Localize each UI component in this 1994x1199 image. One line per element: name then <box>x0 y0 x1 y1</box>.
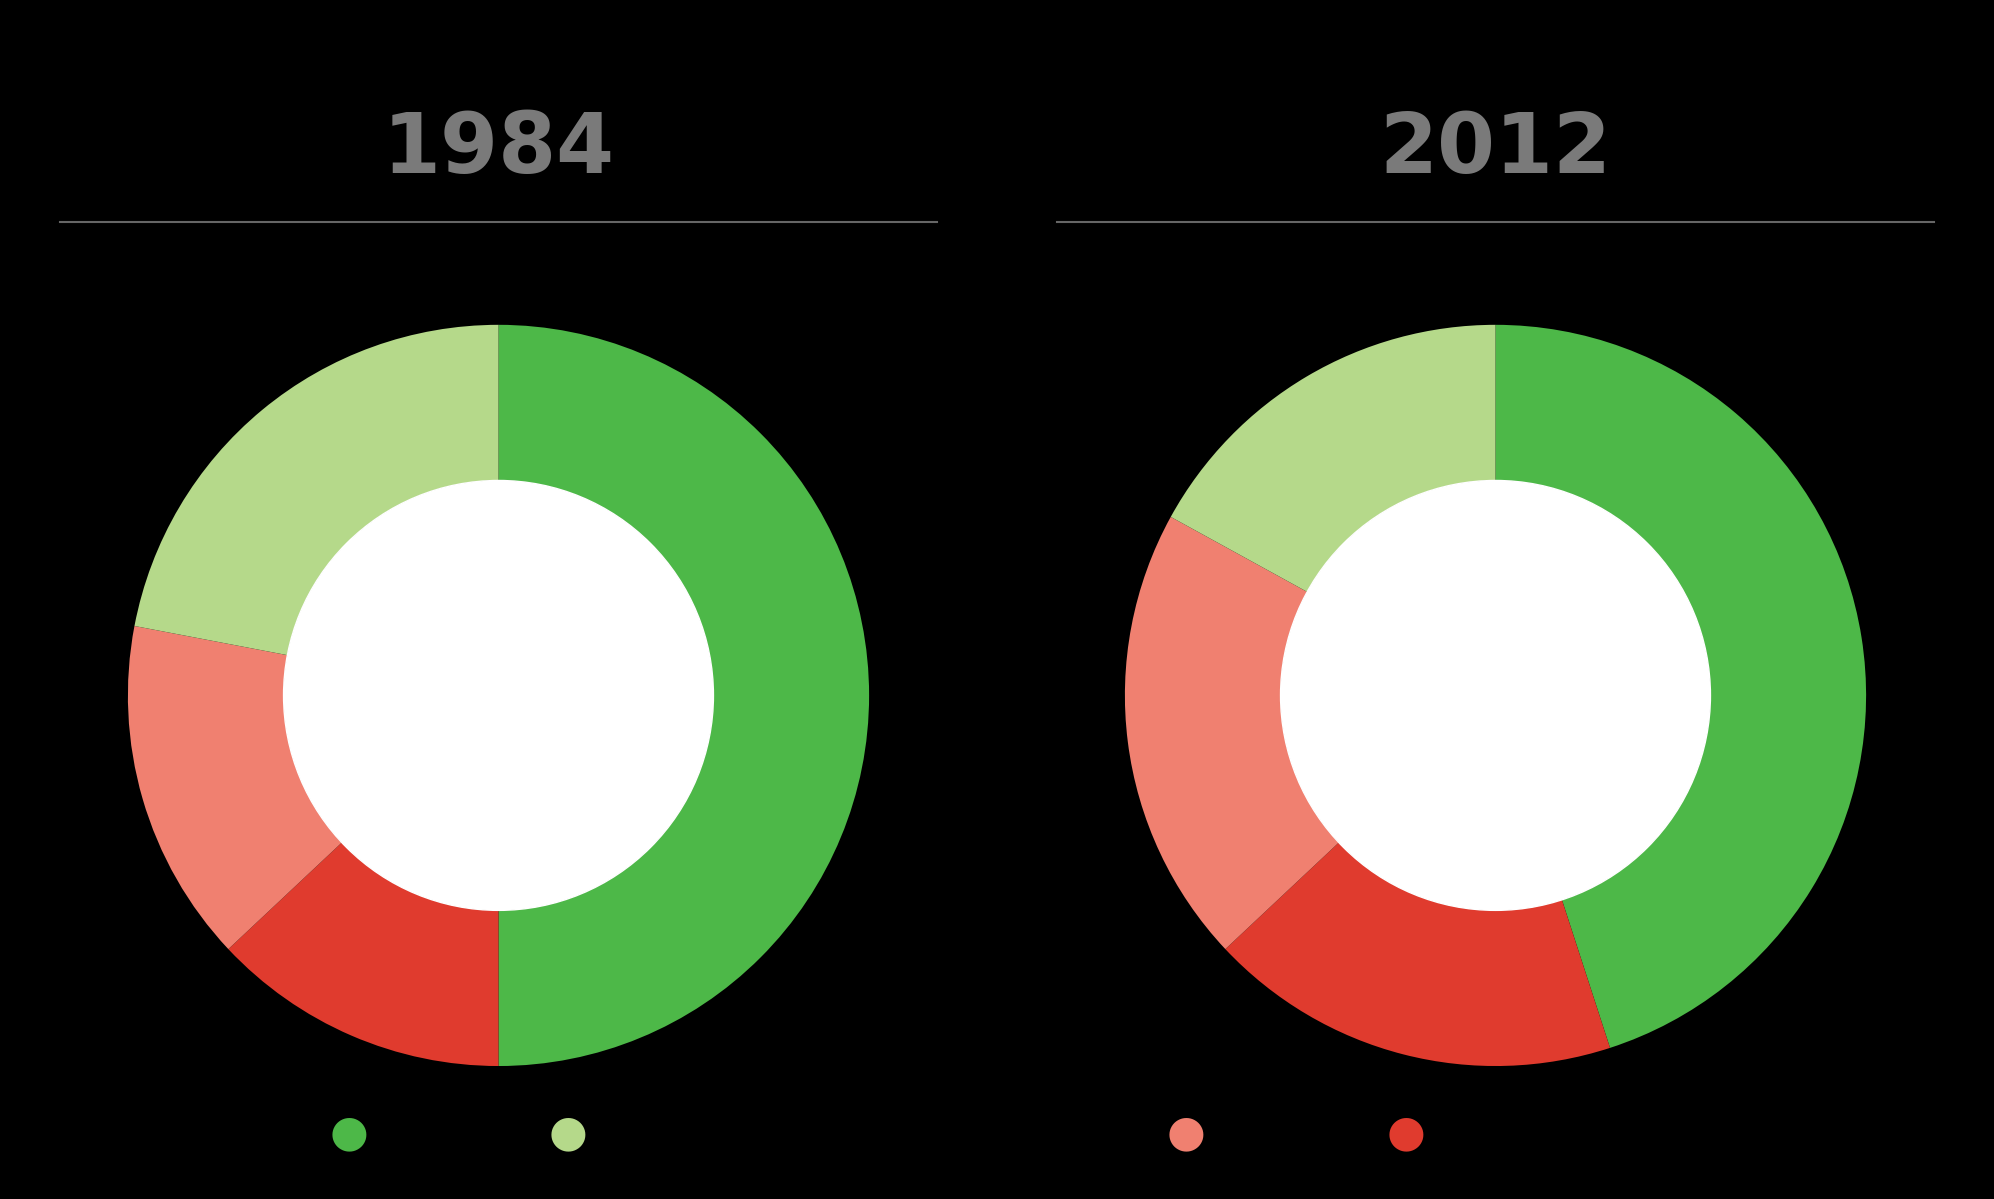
Text: ●: ● <box>1386 1111 1426 1155</box>
Text: 2012: 2012 <box>1380 109 1611 191</box>
Wedge shape <box>1170 325 1496 592</box>
Wedge shape <box>128 626 341 950</box>
Wedge shape <box>498 325 869 1066</box>
Circle shape <box>1280 481 1711 910</box>
Wedge shape <box>1496 325 1866 1048</box>
Text: ●: ● <box>548 1111 588 1155</box>
Wedge shape <box>1125 517 1338 950</box>
Wedge shape <box>1226 843 1609 1066</box>
Text: ●: ● <box>329 1111 369 1155</box>
Text: 1984: 1984 <box>383 109 614 191</box>
Wedge shape <box>229 843 498 1066</box>
Circle shape <box>283 481 714 910</box>
Text: ●: ● <box>1166 1111 1206 1155</box>
Wedge shape <box>134 325 498 655</box>
